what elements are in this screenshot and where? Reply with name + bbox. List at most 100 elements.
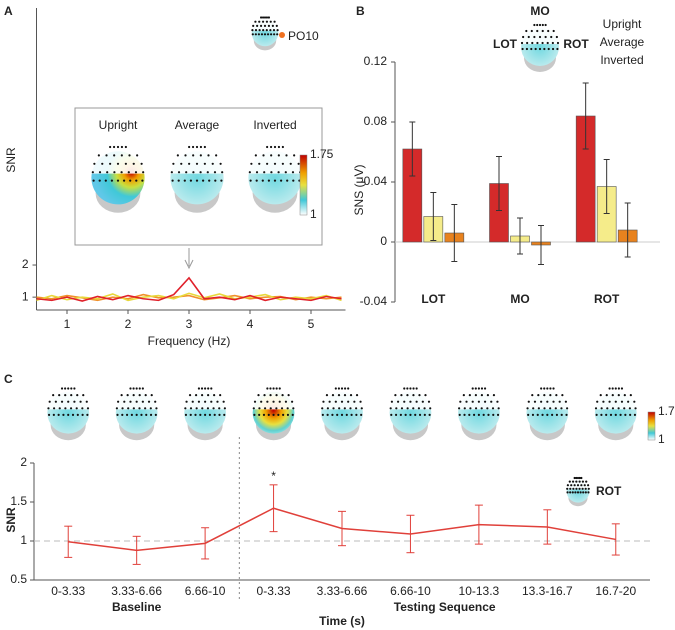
electrode-dot (269, 33, 273, 36)
x-tick-label: 3.33-6.66 (111, 584, 162, 598)
electrode-dot (265, 29, 268, 32)
electrode-dot (534, 47, 537, 51)
electrode-dot (208, 413, 212, 416)
electrode-dot (197, 387, 201, 390)
electrode-dot (214, 179, 217, 182)
electrode-dot (272, 400, 275, 403)
electrode-dot (203, 145, 206, 149)
electrode-dot (496, 413, 500, 416)
y-tick-label: 2 (20, 455, 27, 469)
electrode-dot (170, 171, 173, 174)
electrode-dot (113, 171, 116, 174)
electrode-dot (474, 407, 478, 410)
electrode-dot (477, 413, 480, 416)
electrode-dot (255, 179, 258, 182)
electrode-dot (536, 41, 539, 45)
electrode-dot (269, 29, 272, 32)
head-top (251, 387, 296, 410)
y-tick-label: 0 (380, 234, 387, 248)
y-axis-label: SNR (4, 507, 18, 533)
electrode-dot (605, 413, 608, 416)
electrode-dot (409, 413, 412, 416)
electrode-dot (569, 491, 572, 494)
electrode-dot (409, 400, 412, 403)
electrode-dot (267, 16, 271, 19)
electrode-dot (429, 407, 432, 410)
error-bar (338, 510, 346, 547)
error-bar (64, 525, 73, 558)
electrode-dot (185, 400, 188, 403)
electrode-dot (321, 413, 324, 416)
electrode-dot (207, 387, 210, 390)
head-map (456, 387, 501, 441)
electrode-dot (266, 145, 269, 149)
electrode-dot (112, 145, 116, 149)
error-bar (538, 225, 544, 265)
electrode-dot (423, 413, 426, 416)
electrode-dot (337, 394, 341, 397)
electrode-dot (595, 413, 598, 416)
electrode-dot (549, 407, 552, 410)
electrode-dot (272, 387, 275, 390)
electrode-dot (617, 387, 620, 390)
electrode-dot (252, 24, 255, 27)
electrode-dot (276, 33, 279, 36)
electrode-dot (468, 413, 471, 416)
error-bar (201, 527, 210, 560)
electrode-dot (587, 484, 590, 487)
electrode-dot (396, 400, 400, 403)
electrode-dot (623, 407, 626, 410)
electrode-dot (120, 394, 123, 397)
electrode-dot (526, 407, 529, 410)
y-axis-label: SNR (4, 147, 18, 173)
y-tick-label: 2 (22, 257, 29, 271)
electrode-dot (277, 154, 280, 157)
electrode-dot (266, 400, 269, 403)
electrode-dot (556, 41, 560, 45)
electrode-dot (555, 394, 558, 397)
electrode-dot (195, 179, 199, 182)
electrode-dot (578, 480, 581, 483)
electrode-dot (73, 400, 76, 403)
electrode-dot (459, 400, 462, 403)
electrode-dot (530, 47, 533, 51)
error-bar (409, 121, 416, 177)
electrode-dot (394, 413, 398, 416)
electrode-dot (527, 35, 530, 39)
electrode-dot (201, 394, 204, 397)
electrode-dot (331, 394, 335, 397)
electrode-dot (395, 407, 398, 410)
electrode-dot (124, 145, 127, 149)
electrode-dot (480, 387, 484, 390)
electrode-dot (585, 480, 588, 483)
electrode-dot (201, 407, 204, 410)
region-label: ROT (596, 484, 622, 498)
electrode-dot (261, 20, 265, 23)
electrode-dot (221, 171, 224, 174)
electrode-dot (580, 476, 583, 480)
electrode-dot (184, 413, 188, 416)
electrode-dot (576, 491, 580, 494)
electrode-dot (121, 407, 124, 410)
electrode-dot (110, 179, 114, 182)
electrode-dot (86, 413, 89, 416)
electrode-dot (188, 145, 191, 149)
head-map (593, 387, 638, 441)
electrode-dot (471, 400, 474, 403)
electrode-dot (486, 394, 490, 397)
electrode-dot (530, 29, 533, 33)
electrode-dot (390, 413, 393, 416)
electrode-dot (261, 16, 265, 19)
electrode-dot (120, 171, 123, 174)
electrode-dot (633, 413, 637, 416)
electrode-dot (250, 162, 253, 165)
colorbar (299, 154, 308, 216)
electrode-dot (70, 387, 73, 390)
electrode-dot (291, 171, 295, 174)
electrode-dot (343, 407, 346, 410)
electrode-dot (273, 162, 277, 165)
electrode-dot (533, 23, 536, 27)
electrode-dot (599, 394, 602, 397)
electrode-dot (216, 400, 219, 403)
